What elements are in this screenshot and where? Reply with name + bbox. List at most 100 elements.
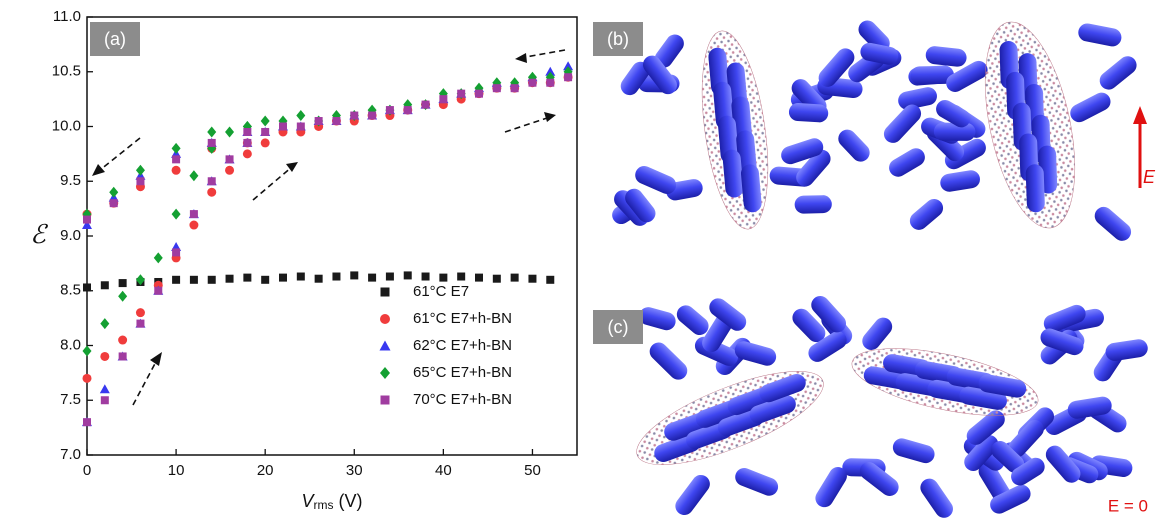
marker <box>189 275 198 284</box>
marker <box>350 111 359 120</box>
molecule <box>1011 457 1045 486</box>
arrow <box>252 165 294 201</box>
marker <box>421 272 430 281</box>
molecule <box>892 438 935 464</box>
illustrations <box>612 20 1148 518</box>
molecule <box>740 164 762 213</box>
y-tick-label: 7.0 <box>60 446 81 463</box>
y-axis-label: ℰ <box>30 220 48 250</box>
x-axis-sub: rms <box>314 498 334 512</box>
marker <box>172 155 181 164</box>
marker <box>314 117 323 126</box>
x-tick-label: 0 <box>83 462 91 479</box>
marker <box>368 273 377 282</box>
molecule <box>991 441 1025 473</box>
molecule <box>883 104 922 143</box>
marker <box>225 155 234 164</box>
marker <box>296 272 305 281</box>
panel-label-box <box>593 22 643 56</box>
molecule <box>964 435 999 471</box>
x-tick-label: 40 <box>435 462 452 479</box>
marker <box>563 61 574 71</box>
molecule <box>781 138 824 165</box>
molecule <box>838 129 870 162</box>
marker <box>207 187 217 197</box>
molecule <box>1025 164 1045 213</box>
molecule <box>889 148 925 177</box>
x-tick-label: 50 <box>524 462 541 479</box>
marker <box>261 127 270 136</box>
marker <box>279 122 287 131</box>
x-tick-label: 30 <box>346 462 363 479</box>
legend-label: 70°C E7+h-BN <box>413 391 512 408</box>
marker <box>242 149 252 159</box>
molecule <box>859 462 899 496</box>
panel-label-a: (a) <box>90 22 140 56</box>
panel-label-box <box>593 310 643 344</box>
marker <box>171 142 181 154</box>
x-tick-label: 10 <box>168 462 185 479</box>
molecule <box>735 468 779 496</box>
molecule <box>709 298 747 331</box>
arrow <box>519 49 566 59</box>
arrows <box>99 49 566 406</box>
marker <box>261 275 270 284</box>
marker <box>296 122 305 131</box>
y-tick-label: 7.5 <box>60 391 81 408</box>
y-tick-label: 10.0 <box>52 117 81 134</box>
arrowhead <box>286 162 298 172</box>
field-label: E = 0 <box>1108 496 1148 515</box>
molecule <box>940 170 980 192</box>
marker <box>260 138 270 148</box>
molecule <box>898 87 937 110</box>
x-axis-unit: (V) <box>334 491 363 511</box>
marker <box>100 281 109 290</box>
marker <box>545 66 556 76</box>
plot-area: 0 10 20 30 40 50 7.0 7.5 8.0 8.5 9.0 9.5 10.0 10.5 11.… <box>52 8 578 479</box>
marker <box>118 335 128 345</box>
arrow <box>504 116 551 133</box>
marker <box>243 273 252 282</box>
marker <box>136 177 145 186</box>
marker <box>421 100 430 109</box>
marker <box>379 340 391 351</box>
marker <box>475 273 483 282</box>
molecule <box>990 484 1031 514</box>
marker <box>385 106 394 115</box>
panel-label: (c) <box>608 317 629 337</box>
molecule <box>1067 396 1112 419</box>
molecule <box>635 166 677 195</box>
molecule <box>818 48 855 87</box>
arrowheads <box>92 53 556 366</box>
arrow <box>99 137 141 171</box>
molecule <box>1070 92 1111 123</box>
marker <box>457 89 466 98</box>
molecule <box>792 308 826 343</box>
marker <box>135 274 145 286</box>
legend-label: 61°C E7 <box>413 283 469 300</box>
molecule <box>978 374 1027 398</box>
arrowhead <box>150 352 162 366</box>
marker <box>457 272 466 281</box>
marker <box>492 84 501 93</box>
molecule <box>933 122 976 141</box>
marker <box>82 220 92 230</box>
marker <box>189 170 199 182</box>
marker <box>564 73 573 82</box>
marker <box>100 351 110 361</box>
marker <box>279 273 287 282</box>
marker <box>207 138 216 147</box>
plot-frame <box>86 16 578 456</box>
molecule <box>620 61 650 96</box>
legend-label: 65°C E7+h-BN <box>413 364 512 381</box>
molecule <box>1043 304 1086 333</box>
arrowhead <box>544 112 556 122</box>
marker <box>83 215 91 224</box>
y-tick-label: 9.5 <box>60 172 81 189</box>
y-tick-label: 10.5 <box>52 63 81 80</box>
marker <box>546 275 555 284</box>
molecule <box>909 198 944 230</box>
molecule <box>1040 328 1084 356</box>
marker <box>403 271 412 280</box>
molecule <box>749 395 796 424</box>
